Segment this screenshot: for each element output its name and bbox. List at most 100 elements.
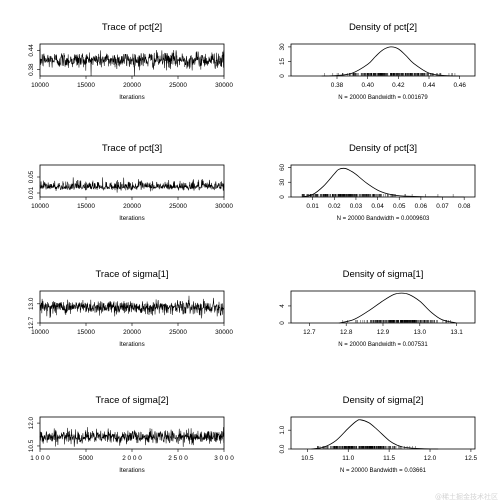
x-tick-label: 25000 [169, 82, 187, 89]
x-tick-label: 20000 [123, 203, 141, 210]
x-tick-label: 12.8 [340, 329, 353, 336]
x-tick-label: 13.0 [414, 329, 427, 336]
rug-marks [301, 194, 454, 197]
density-panel-3: Density of sigma[2] 10.5 11.0 11.5 12.0 12.5 0… [279, 395, 478, 474]
y-tick-label: 12.0 [28, 416, 35, 429]
density-curve [338, 292, 457, 324]
y-tick-label: 1.0 [279, 425, 286, 434]
x-axis-label: Iterations [119, 341, 144, 348]
y-tick-label: 4 [279, 304, 286, 308]
x-tick-label: 30000 [215, 329, 233, 336]
panel-title: Trace of sigma[1] [95, 269, 168, 280]
panel-title: Trace of pct[2] [102, 22, 162, 33]
x-tick-label: 0.04 [371, 203, 384, 210]
x-tick-label: 25000 [169, 329, 187, 336]
density-curve [311, 419, 439, 450]
panel-title: Trace of sigma[2] [95, 395, 168, 406]
y-tick-label: 0 [279, 321, 286, 325]
x-tick-label: 0.05 [393, 203, 406, 210]
x-axis-label: Iterations [119, 215, 144, 222]
x-tick-label: 0.46 [453, 82, 466, 89]
x-tick-label: 11.5 [383, 455, 395, 462]
x-tick-label: 10000 [31, 329, 49, 336]
x-tick-label: 0.02 [328, 203, 341, 210]
trace-line [39, 427, 225, 447]
x-tick-label: 1 0 0 0 [30, 455, 50, 462]
x-axis-label: Iterations [119, 467, 144, 474]
rug-marks [342, 320, 451, 323]
y-tick-label: 0.05 [28, 170, 35, 183]
y-tick-label: 0.38 [28, 63, 35, 76]
x-tick-label: 30000 [215, 203, 233, 210]
plot-frame [290, 43, 476, 77]
panel-title: Density of pct[2] [349, 22, 417, 33]
density-curve [321, 46, 460, 77]
panel-title: Density of pct[3] [349, 143, 417, 154]
x-tick-label: 0.44 [423, 82, 436, 89]
y-tick-label: 0.01 [28, 186, 35, 199]
y-tick-label: 13.0 [28, 297, 35, 310]
y-tick-label: 0 [279, 195, 286, 199]
x-tick-label: 12.0 [424, 455, 437, 462]
panel-title: Trace of pct[3] [102, 143, 162, 154]
y-tick-label: 30 [279, 178, 286, 186]
plot-frame [290, 164, 476, 198]
density-panel-2: Density of sigma[1] 12.7 12.8 12.9 13.0 13.1 0… [279, 269, 476, 348]
x-tick-label: 0.38 [331, 82, 344, 89]
x-tick-label: 5000 [79, 455, 94, 462]
y-tick-label: 0.44 [28, 44, 35, 57]
rug-marks [324, 73, 456, 76]
panel-title: Density of sigma[1] [343, 269, 424, 280]
x-tick-label: 0.01 [306, 203, 319, 210]
density-note: N = 20000 Bandwidth = 0.03661 [340, 468, 427, 474]
x-tick-label: 0.06 [415, 203, 428, 210]
x-tick-label: 15000 [77, 82, 95, 89]
x-tick-label: 0.08 [458, 203, 471, 210]
plot-frame [290, 290, 476, 324]
trace-panel-0: Trace of pct[2] 10000 15000 20000 25000 30000… [28, 22, 233, 101]
watermark: @稀土掘金技术社区 [435, 492, 498, 501]
y-tick-label: 60 [279, 163, 286, 171]
x-tick-label: 20000 [123, 82, 141, 89]
x-tick-label: 3 0 0 0 [214, 455, 234, 462]
x-tick-label: 12.9 [377, 329, 390, 336]
density-note: N = 20000 Bandwidth = 0.001679 [338, 95, 428, 101]
x-tick-label: 11.0 [342, 455, 354, 462]
y-tick-label: 30 [279, 43, 286, 51]
x-tick-label: 2 0 0 0 [122, 455, 142, 462]
x-tick-label: 30000 [215, 82, 233, 89]
panel-title: Density of sigma[2] [343, 395, 424, 406]
plot-frame [39, 164, 225, 198]
x-tick-label: 25000 [169, 203, 187, 210]
x-axis-label: Iterations [119, 94, 144, 101]
trace-panel-1: Trace of pct[3] 10000 15000 20000 25000 30000… [28, 143, 233, 222]
x-tick-label: 2 5 0 0 [168, 455, 188, 462]
y-tick-label: 0 [279, 74, 286, 78]
x-tick-label: 0.07 [436, 203, 449, 210]
y-tick-label: 15 [279, 57, 286, 65]
x-tick-label: 10.5 [301, 455, 314, 462]
y-tick-label: 12.7 [28, 316, 35, 329]
trace-line [39, 177, 225, 193]
x-tick-label: 10000 [31, 203, 49, 210]
y-tick-label: 10.5 [28, 439, 35, 452]
density-panel-1: Density of pct[3] 0.01 0.02 0.03 0.04 0.05 0.0… [279, 143, 476, 222]
trace-line [39, 295, 225, 319]
trace-panel-3: Trace of sigma[2] 1 0 0 0 5000 2 0 0 0 2 5 0… [28, 395, 234, 474]
trace-panel-2: Trace of sigma[1] 10000 15000 20000 25000 300… [28, 269, 233, 348]
x-tick-label: 12.7 [303, 329, 316, 336]
x-tick-label: 0.40 [361, 82, 374, 89]
x-tick-label: 0.42 [392, 82, 405, 89]
rug-marks [317, 446, 416, 449]
x-tick-label: 20000 [123, 329, 141, 336]
density-note: N = 20000 Bandwidth = 0.0009603 [337, 216, 430, 222]
x-tick-label: 15000 [77, 203, 95, 210]
density-panel-0: Density of pct[2] 0.38 0.40 0.42 0.44 0.46 0 15… [279, 22, 476, 101]
density-note: N = 20000 Bandwidth = 0.007531 [338, 342, 428, 348]
density-curve [301, 167, 465, 198]
x-tick-label: 13.1 [450, 329, 463, 336]
plot-frame [290, 416, 476, 450]
x-tick-label: 12.5 [465, 455, 478, 462]
x-tick-label: 10000 [31, 82, 49, 89]
